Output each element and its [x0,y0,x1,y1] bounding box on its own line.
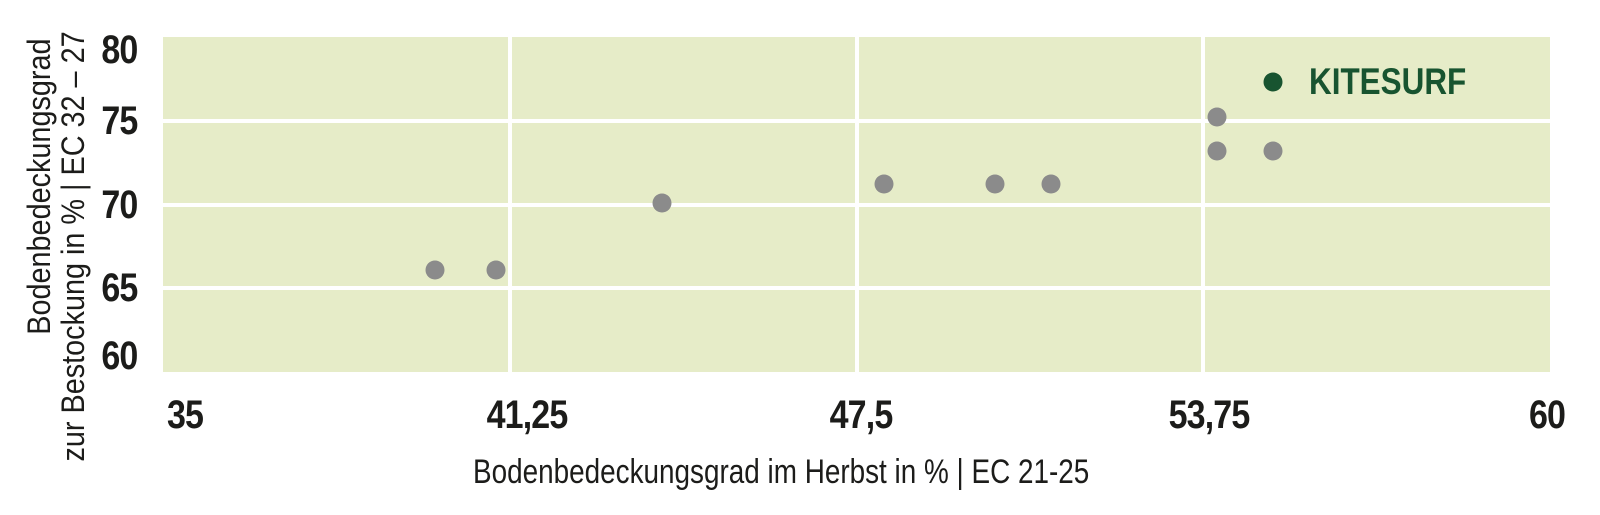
scatter-point [1207,107,1227,127]
scatter-point [1041,174,1061,194]
y-axis-title-line2: zur Bestockung in % | EC 32 – 27 [55,31,91,462]
scatter-point [486,260,506,280]
y-tick-label: 65 [100,266,138,311]
plot-area [163,37,1550,372]
x-tick-label: 35 [166,393,204,437]
y-tick-label: 80 [100,28,138,72]
scatter-point [1207,141,1227,161]
kitesurf-point [1263,72,1283,92]
y-tick-label: 60 [100,334,138,378]
x-tick-label: 41,25 [486,393,568,437]
gridline-horizontal [163,118,1550,123]
gridline-horizontal [163,286,1550,291]
y-axis-title: Bodenbedeckungsgrad zur Bestockung in % … [21,31,91,462]
scatter-point [425,260,445,280]
y-axis-title-line1: Bodenbedeckungsgrad [21,38,57,335]
x-tick-label: 60 [1528,393,1566,437]
kitesurf-label: KITESURF [1308,61,1466,103]
scatter-point [874,174,894,194]
y-tick-label: 75 [100,98,138,143]
scatter-point [1263,141,1283,161]
x-tick-label: 53,75 [1168,393,1251,437]
scatter-point [652,193,672,213]
x-axis-title: Bodenbedeckungsgrad im Herbst in % | EC … [473,453,1090,491]
x-tick-label: 47,5 [829,393,893,437]
y-tick-label: 70 [100,182,138,227]
scatter-point [985,174,1005,194]
gridline-horizontal [163,202,1550,207]
